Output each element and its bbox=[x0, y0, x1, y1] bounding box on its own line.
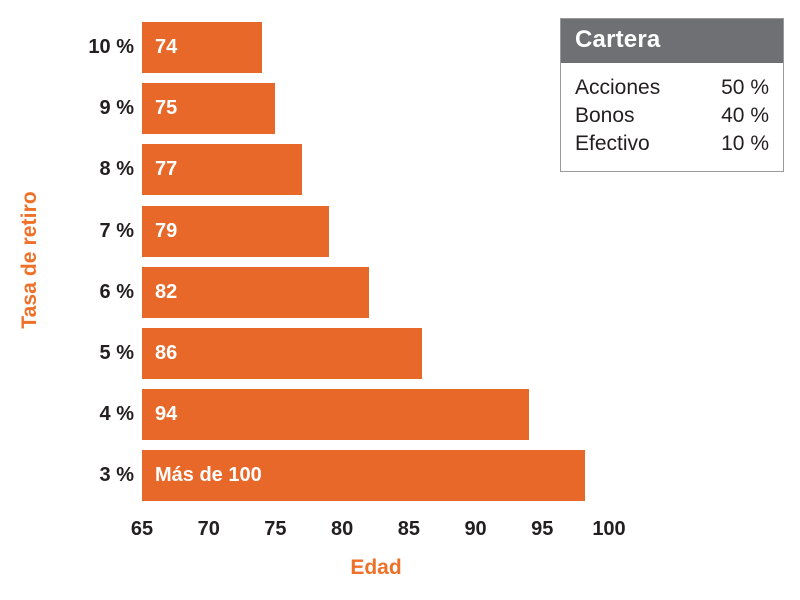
bar-row: 7 % 79 bbox=[0, 205, 800, 257]
bar-value-label: 82 bbox=[155, 280, 178, 303]
bar[interactable]: 75 bbox=[142, 83, 276, 135]
x-axis-tick-label: 85 bbox=[397, 518, 420, 540]
y-axis-tick-label: 6 % bbox=[99, 280, 134, 303]
legend-row-value: 10 % bbox=[721, 131, 769, 155]
bar-value-label: 77 bbox=[155, 158, 178, 181]
bar-value-label: Más de 100 bbox=[155, 464, 262, 487]
bar[interactable]: Más de 100 bbox=[142, 450, 585, 502]
legend-row: Acciones 50 % bbox=[575, 74, 769, 102]
legend-title: Cartera bbox=[575, 26, 661, 53]
plot-area: 10 % 74 9 % 75 8 % 77 7 % 79 6 % 82 5 % 86 4 % 94 3 % M… bbox=[0, 22, 800, 502]
legend-row-label: Efectivo bbox=[575, 131, 650, 155]
legend-row: Bonos 40 % bbox=[575, 102, 769, 130]
bar-row: 4 % 94 bbox=[0, 389, 800, 441]
bar-value-label: 86 bbox=[155, 342, 178, 364]
bar-value-label: 74 bbox=[155, 36, 178, 58]
legend-row-label: Bonos bbox=[575, 103, 635, 127]
legend-row: Efectivo 10 % bbox=[575, 130, 769, 158]
x-axis-tick-labels: 65 70 75 80 85 90 95 100 bbox=[0, 518, 800, 550]
y-axis-tick-label: 5 % bbox=[99, 342, 134, 364]
x-axis-tick-label: 70 bbox=[197, 518, 220, 540]
bar[interactable]: 74 bbox=[142, 22, 263, 73]
x-axis-tick-label: 100 bbox=[592, 518, 626, 540]
bar-row: 6 % 82 bbox=[0, 266, 800, 318]
y-axis-tick-label: 4 % bbox=[99, 403, 134, 426]
y-axis-tick-label: 8 % bbox=[99, 158, 134, 181]
bar[interactable]: 86 bbox=[142, 328, 423, 379]
x-axis-tick-label: 80 bbox=[331, 518, 354, 540]
bar-row: 10 % 74 bbox=[0, 22, 800, 73]
bar-value-label: 79 bbox=[155, 219, 178, 242]
legend-row-value: 50 % bbox=[721, 76, 769, 99]
x-axis-tick-label: 75 bbox=[264, 518, 287, 540]
legend-row-value: 40 % bbox=[721, 103, 769, 127]
legend-box: Cartera Acciones 50 % Bonos 40 % Efectivo 10 … bbox=[560, 18, 784, 172]
y-axis-tick-label: 10 % bbox=[88, 36, 134, 58]
legend-body: Acciones 50 % Bonos 40 % Efectivo 10 % bbox=[561, 63, 783, 171]
bar-row: 9 % 75 bbox=[0, 83, 800, 135]
y-axis-tick-label: 9 % bbox=[99, 97, 134, 120]
x-axis-title-label: Edad bbox=[350, 556, 402, 579]
legend-header: Cartera bbox=[561, 19, 783, 63]
bar[interactable]: 77 bbox=[142, 144, 303, 196]
bar-row: 3 % Más de 100 bbox=[0, 450, 800, 502]
bar[interactable]: 82 bbox=[142, 266, 369, 318]
x-axis-tick-label: 65 bbox=[130, 518, 154, 540]
bar-value-label: 75 bbox=[155, 97, 178, 120]
bar[interactable]: 79 bbox=[142, 205, 329, 257]
x-axis-tick-label: 90 bbox=[464, 518, 487, 540]
bar[interactable]: 94 bbox=[142, 389, 529, 441]
bar-row: 5 % 86 bbox=[0, 328, 800, 379]
bar-row: 8 % 77 bbox=[0, 144, 800, 196]
bar-value-label: 94 bbox=[155, 403, 178, 426]
x-axis-title: Edad bbox=[142, 556, 610, 580]
y-axis-tick-label: 7 % bbox=[99, 219, 134, 242]
x-axis-tick-label: 95 bbox=[531, 518, 554, 540]
y-axis-tick-label: 3 % bbox=[99, 464, 134, 487]
legend-row-label: Acciones bbox=[575, 76, 661, 99]
